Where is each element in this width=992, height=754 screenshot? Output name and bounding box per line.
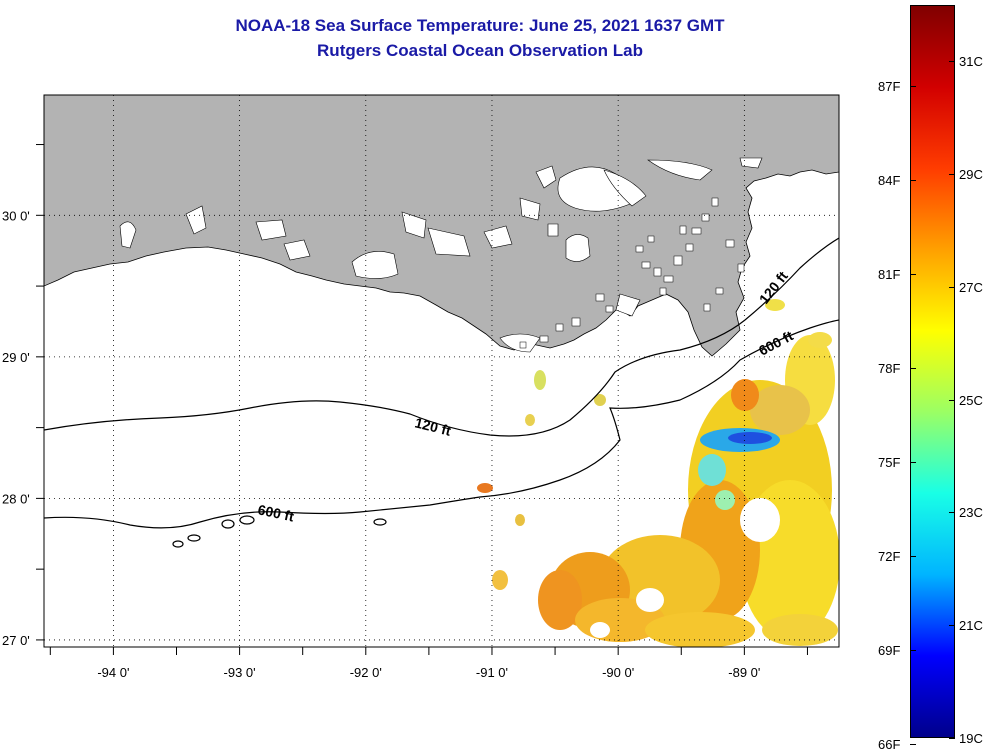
colorbar-tick [949,512,955,514]
colorbar-fahrenheit-label: 78F [878,361,901,377]
lat-lon-grid [44,95,839,647]
colorbar-tick [910,556,916,558]
colorbar-tick [910,650,916,652]
colorbar-celsius-label: 19C [959,731,983,746]
contour-600ft [44,319,839,529]
contour-120ft [44,237,839,437]
colorbar-tick [910,180,916,182]
contour-label-600-west: 600 ft [256,501,295,524]
colorbar-fahrenheit-label: 84F [878,173,901,189]
colorbar-fahrenheit-label: 75F [878,455,901,471]
colorbar-tick [949,399,955,401]
axis-labels: -94 0' -93 0' -92 0' -91 0' -90 0' -89 0' 30 0… [2,208,760,680]
colorbar-tick [910,368,916,370]
colorbar-fahrenheit-label: 72F [878,549,901,565]
colorbar-celsius-label: 27C [959,279,983,295]
colorbar-tick [910,744,916,746]
lon-label: -93 0' [224,665,256,680]
colorbar-tick [949,738,955,739]
lat-label: 28 0' [2,491,30,506]
colorbar-tick [910,86,916,88]
sst-data [477,299,839,647]
colorbar-fahrenheit-label: 81F [878,267,901,283]
colorbar-tick [949,174,955,176]
colorbar-tick [949,286,955,288]
temperature-colorbar [910,5,955,738]
colorbar-tick [949,61,955,63]
chart-subtitle: Rutgers Coastal Ocean Observation Lab [317,41,643,60]
map-frame [43,94,840,648]
lon-label: -89 0' [728,665,760,680]
colorbar-fahrenheit-label: 69F [878,643,901,659]
colorbar-celsius-label: 29C [959,167,983,183]
lat-label: 29 0' [2,350,30,365]
colorbar-celsius-label: 31C [959,54,983,70]
lon-label: -92 0' [350,665,382,680]
colorbar-fahrenheit-label: 87F [878,79,901,95]
delta-marsh [519,197,745,349]
land-mass [44,95,839,357]
colorbar-tick [949,625,955,627]
axis-ticks [36,144,808,655]
colorbar-celsius-label: 21C [959,618,983,634]
colorbar-fahrenheit-label: 66F [878,737,901,752]
lon-label: -91 0' [476,665,508,680]
lat-label: 27 0' [2,633,30,648]
inland-lakes [119,157,763,353]
isobath-contours [44,237,839,548]
chart-title: NOAA-18 Sea Surface Temperature: June 25… [235,16,725,35]
colorbar-tick [910,274,916,276]
colorbar-tick [910,462,916,464]
lat-label: 30 0' [2,208,30,223]
lon-label: -90 0' [602,665,634,680]
colorbar-celsius-label: 23C [959,505,983,521]
colorbar-celsius-label: 25C [959,392,983,408]
lon-label: -94 0' [97,665,129,680]
